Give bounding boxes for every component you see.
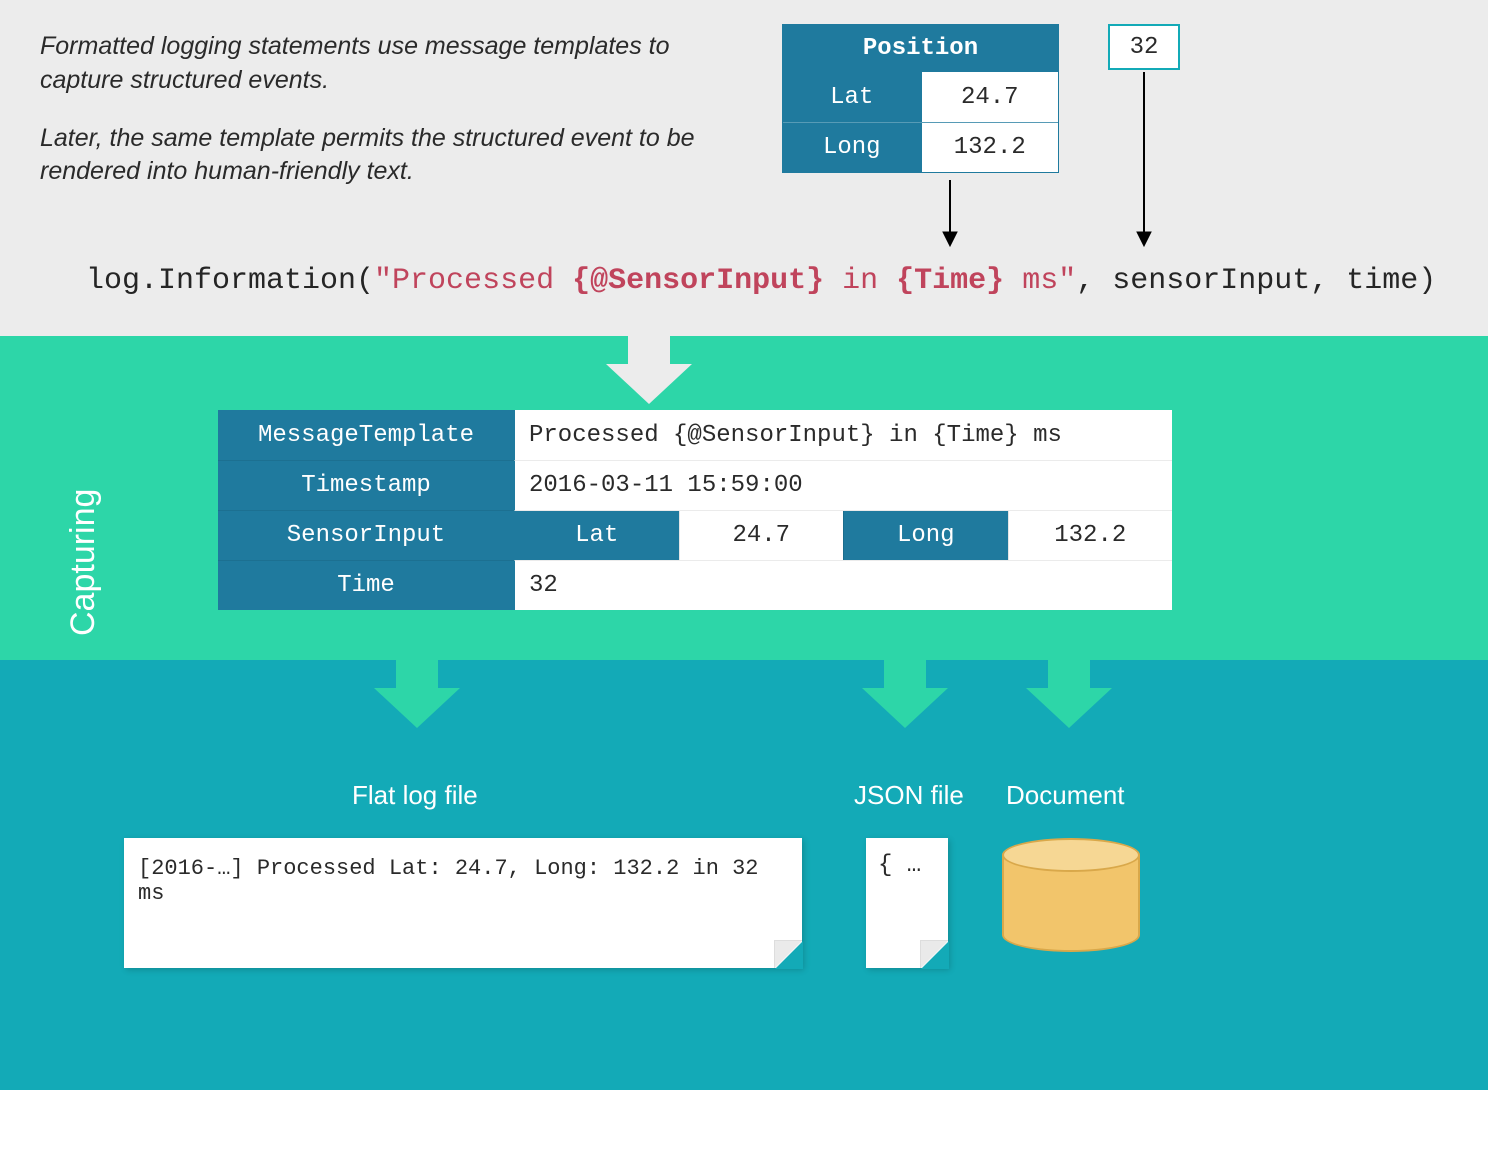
document-label: Document bbox=[1006, 780, 1125, 811]
position-row-long: Long 132.2 bbox=[783, 122, 1058, 172]
code-suffix: , sensorInput, time) bbox=[1076, 264, 1436, 298]
capturing-label: Capturing bbox=[64, 489, 103, 636]
event-key-timestamp: Timestamp bbox=[218, 460, 514, 510]
position-row-lat: Lat 24.7 bbox=[783, 72, 1058, 122]
json-file-label: JSON file bbox=[854, 780, 964, 811]
event-row-time: Time 32 bbox=[218, 560, 1172, 610]
event-key-time: Time bbox=[218, 560, 514, 610]
event-val-sensor: Lat 24.7 Long 132.2 bbox=[514, 510, 1172, 560]
code-tmpl2: {Time} bbox=[896, 264, 1004, 298]
code-line: log.Information("Processed {@SensorInput… bbox=[86, 264, 1436, 298]
page-curl-icon-2 bbox=[920, 940, 948, 968]
intro-text: Formatted logging statements use message… bbox=[40, 30, 710, 189]
event-val-msgtmpl: Processed {@SensorInput} in {Time} ms bbox=[514, 410, 1172, 460]
long-value: 132.2 bbox=[921, 123, 1059, 172]
event-row-msgtmpl: MessageTemplate Processed {@SensorInput}… bbox=[218, 410, 1172, 460]
lat-value: 24.7 bbox=[921, 72, 1059, 122]
code-tmpl1: {@SensorInput} bbox=[572, 264, 824, 298]
sensor-long-k: Long bbox=[843, 511, 1008, 560]
sensor-lat-k: Lat bbox=[515, 511, 679, 560]
code-prefix: log.Information( bbox=[86, 264, 374, 298]
code-str2: in bbox=[824, 264, 896, 298]
document-db-icon bbox=[1002, 838, 1140, 952]
sensor-long-v: 132.2 bbox=[1008, 511, 1173, 560]
json-file: { … bbox=[866, 838, 948, 968]
position-box: Position Lat 24.7 Long 132.2 bbox=[782, 24, 1059, 173]
render-arrow-2-icon bbox=[862, 648, 948, 730]
lat-label: Lat bbox=[783, 72, 921, 122]
flat-log-file: [2016-…] Processed Lat: 24.7, Long: 132.… bbox=[124, 838, 802, 968]
position-title: Position bbox=[783, 25, 1058, 72]
code-str3: ms" bbox=[1004, 264, 1076, 298]
event-val-time: 32 bbox=[514, 560, 1172, 610]
event-val-timestamp: 2016-03-11 15:59:00 bbox=[514, 460, 1172, 510]
page-curl-icon bbox=[774, 940, 802, 968]
sensor-lat-v: 24.7 bbox=[679, 511, 844, 560]
arrow-time-to-code bbox=[1124, 72, 1164, 250]
event-table: MessageTemplate Processed {@SensorInput}… bbox=[218, 410, 1172, 610]
event-row-timestamp: Timestamp 2016-03-11 15:59:00 bbox=[218, 460, 1172, 510]
intro-p2: Later, the same template permits the str… bbox=[40, 122, 710, 190]
flat-log-label: Flat log file bbox=[352, 780, 478, 811]
flat-log-content: [2016-…] Processed Lat: 24.7, Long: 132.… bbox=[138, 856, 759, 906]
event-row-sensor: SensorInput Lat 24.7 Long 132.2 bbox=[218, 510, 1172, 560]
json-content: { … bbox=[878, 852, 921, 879]
render-arrow-3-icon bbox=[1026, 648, 1112, 730]
arrow-position-to-code bbox=[930, 180, 970, 250]
intro-p1: Formatted logging statements use message… bbox=[40, 30, 710, 98]
long-label: Long bbox=[783, 123, 921, 172]
render-arrow-1-icon bbox=[374, 648, 460, 730]
big-white-arrow-icon bbox=[606, 324, 692, 406]
event-key-sensor: SensorInput bbox=[218, 510, 514, 560]
code-str1: "Processed bbox=[374, 264, 572, 298]
event-key-msgtmpl: MessageTemplate bbox=[218, 410, 514, 460]
time-box: 32 bbox=[1108, 24, 1180, 70]
